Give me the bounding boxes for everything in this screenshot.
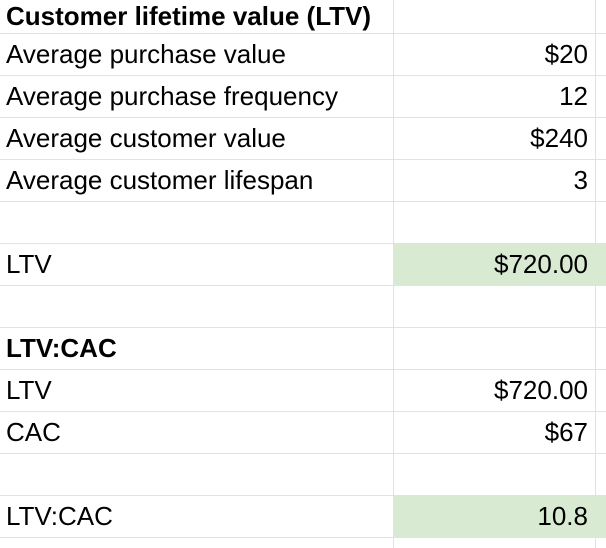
- cell-c13[interactable]: [596, 496, 606, 538]
- cell-b5[interactable]: 3: [394, 160, 596, 202]
- cell-c4[interactable]: [596, 118, 606, 160]
- cell-a5[interactable]: Average customer lifespan: [0, 160, 394, 202]
- cell-b2[interactable]: $20: [394, 34, 596, 76]
- cell-a11[interactable]: CAC: [0, 412, 394, 454]
- cell-a12[interactable]: [0, 454, 394, 496]
- cell-a3[interactable]: Average purchase frequency: [0, 76, 394, 118]
- cell-a9[interactable]: LTV:CAC: [0, 328, 394, 370]
- cell-b14[interactable]: [394, 538, 596, 548]
- cell-c1[interactable]: [596, 0, 606, 34]
- cell-a14[interactable]: [0, 538, 394, 548]
- cell-b13-ltv-cac-result[interactable]: 10.8: [394, 496, 596, 538]
- table-row: [0, 286, 606, 328]
- cell-b3[interactable]: 12: [394, 76, 596, 118]
- cell-c6[interactable]: [596, 202, 606, 244]
- table-row: LTV $720.00: [0, 370, 606, 412]
- cell-b7-ltv-result[interactable]: $720.00: [394, 244, 596, 286]
- cell-b4[interactable]: $240: [394, 118, 596, 160]
- cell-c5[interactable]: [596, 160, 606, 202]
- cell-b1[interactable]: [394, 0, 596, 34]
- cell-b10[interactable]: $720.00: [394, 370, 596, 412]
- cell-a8[interactable]: [0, 286, 394, 328]
- table-row: [0, 454, 606, 496]
- cell-b8[interactable]: [394, 286, 596, 328]
- cell-b9[interactable]: [394, 328, 596, 370]
- cell-c10[interactable]: [596, 370, 606, 412]
- cell-c8[interactable]: [596, 286, 606, 328]
- table-row: Customer lifetime value (LTV): [0, 0, 606, 34]
- cell-b11[interactable]: $67: [394, 412, 596, 454]
- table-row: [0, 202, 606, 244]
- cell-c12[interactable]: [596, 454, 606, 496]
- cell-a1[interactable]: Customer lifetime value (LTV): [0, 0, 394, 34]
- cell-a7[interactable]: LTV: [0, 244, 394, 286]
- table-row: LTV:CAC 10.8: [0, 496, 606, 538]
- table-row: Average customer value $240: [0, 118, 606, 160]
- cell-a6[interactable]: [0, 202, 394, 244]
- table-row: CAC $67: [0, 412, 606, 454]
- table-row: Average purchase frequency 12: [0, 76, 606, 118]
- cell-a2[interactable]: Average purchase value: [0, 34, 394, 76]
- table-row: [0, 538, 606, 548]
- cell-a10[interactable]: LTV: [0, 370, 394, 412]
- cell-c14[interactable]: [596, 538, 606, 548]
- table-row: Average customer lifespan 3: [0, 160, 606, 202]
- cell-c9[interactable]: [596, 328, 606, 370]
- cell-b6[interactable]: [394, 202, 596, 244]
- cell-b12[interactable]: [394, 454, 596, 496]
- cell-a13[interactable]: LTV:CAC: [0, 496, 394, 538]
- table-row: LTV:CAC: [0, 328, 606, 370]
- cell-c11[interactable]: [596, 412, 606, 454]
- cell-a4[interactable]: Average customer value: [0, 118, 394, 160]
- cell-c3[interactable]: [596, 76, 606, 118]
- table-row: LTV $720.00: [0, 244, 606, 286]
- cell-c2[interactable]: [596, 34, 606, 76]
- cell-c7[interactable]: [596, 244, 606, 286]
- table-row: Average purchase value $20: [0, 34, 606, 76]
